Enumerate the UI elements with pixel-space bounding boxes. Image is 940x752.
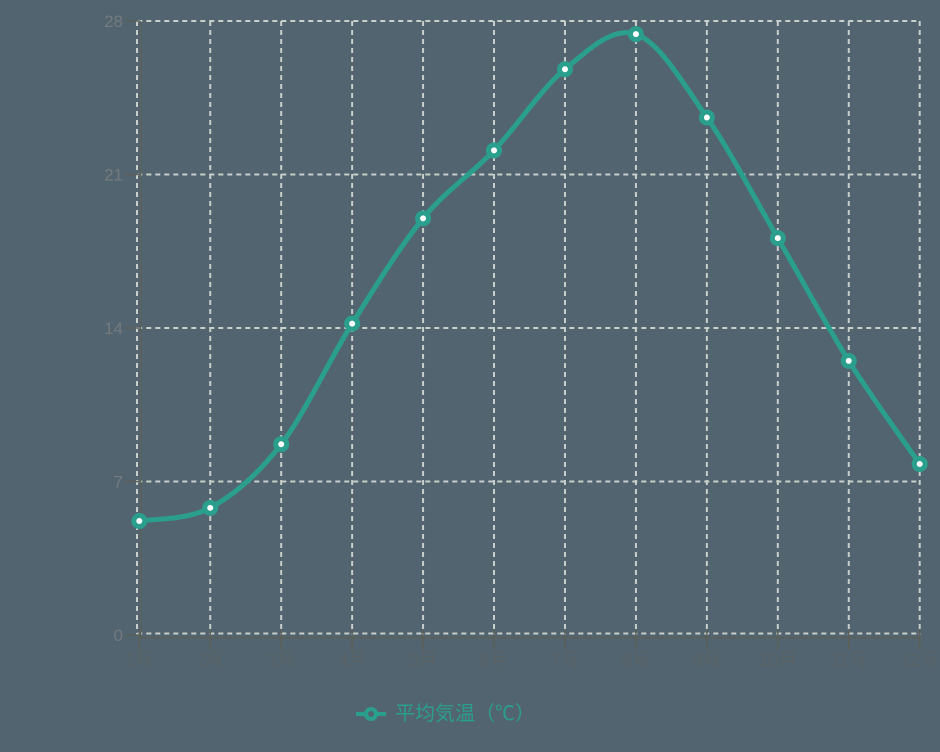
data-point-marker[interactable] bbox=[769, 230, 786, 247]
x-axis-label: 2月 bbox=[196, 650, 224, 670]
legend-item[interactable]: 平均気温（℃） bbox=[356, 700, 535, 728]
data-point-marker[interactable] bbox=[698, 109, 715, 126]
x-axis-label: 11月 bbox=[830, 650, 867, 670]
data-point-marker[interactable] bbox=[131, 512, 148, 529]
data-point-marker[interactable] bbox=[840, 352, 857, 369]
y-axis-label: 0 bbox=[114, 626, 123, 645]
line-series-legend-icon bbox=[356, 707, 386, 721]
x-axis-label: 4月 bbox=[338, 650, 366, 670]
data-point-marker[interactable] bbox=[627, 26, 644, 43]
x-axis-label: 5月 bbox=[409, 650, 437, 670]
x-axis-label: 7月 bbox=[551, 650, 579, 670]
y-axis-label: 21 bbox=[104, 166, 123, 185]
data-point-marker[interactable] bbox=[273, 436, 290, 453]
x-axis-label: 6月 bbox=[480, 650, 508, 670]
data-point-marker[interactable] bbox=[415, 210, 432, 227]
data-point-marker[interactable] bbox=[486, 142, 503, 159]
x-axis-label: 8月 bbox=[622, 650, 650, 670]
y-axis-label: 14 bbox=[104, 319, 123, 338]
data-point-marker[interactable] bbox=[911, 455, 928, 472]
x-axis-label: 3月 bbox=[267, 650, 295, 670]
y-axis-label: 7 bbox=[114, 473, 123, 492]
x-axis-label: 12月 bbox=[901, 650, 939, 670]
legend-ring bbox=[364, 707, 378, 721]
x-axis-label: 10月 bbox=[759, 650, 797, 670]
x-axis-label: 9月 bbox=[693, 650, 721, 670]
data-point-marker[interactable] bbox=[344, 315, 361, 332]
y-axis-label: 28 bbox=[104, 12, 123, 31]
data-point-marker[interactable] bbox=[556, 61, 573, 78]
legend-label: 平均気温（℃） bbox=[395, 703, 535, 725]
x-axis-label: 1月 bbox=[125, 650, 153, 670]
average-temperature-line bbox=[136, 30, 923, 524]
data-point-marker[interactable] bbox=[202, 499, 219, 516]
